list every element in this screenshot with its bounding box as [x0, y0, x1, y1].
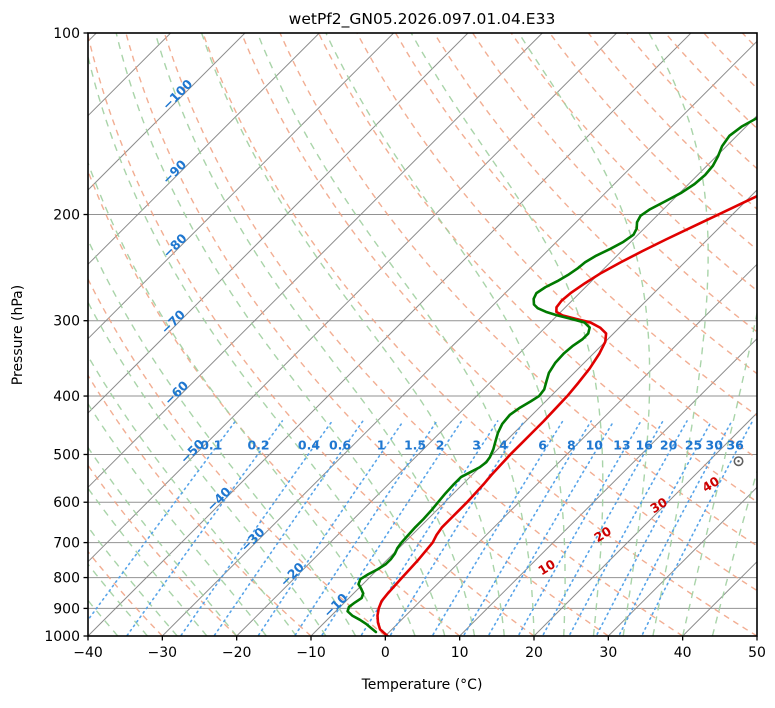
x-tick-label: 10 [451, 645, 469, 661]
mixing-ratio-label: 6 [538, 437, 547, 452]
y-tick-label: 600 [53, 495, 80, 511]
markers [733, 456, 744, 467]
y-tick-label: 700 [53, 536, 80, 552]
mixing-ratio-label: 2 [436, 437, 445, 452]
mixing-ratio-label: 8 [567, 437, 576, 452]
x-tick-label: −20 [222, 645, 252, 661]
x-tick-label: 50 [748, 645, 766, 661]
y-tick-label: 200 [53, 208, 80, 224]
axis-ticks: −40 −30 −20 −10 0 10 20 30 40 50 1000 900 800 700 600 5… [44, 26, 766, 661]
y-tick-label: 1000 [44, 629, 80, 645]
mixing-ratio-label: 0.2 [247, 437, 269, 452]
lcl-marker [733, 456, 744, 467]
sounding-dewpoint-curve [346, 116, 757, 634]
y-tick-label: 400 [53, 389, 80, 405]
x-tick-label: 40 [674, 645, 692, 661]
mixing-ratio-label: 16 [635, 437, 653, 452]
mixing-ratio-label: 3 [472, 437, 481, 452]
chart-title: wetPf2_GN05.2026.097.01.04.E33 [289, 10, 556, 29]
mixing-ratio-label: 4 [499, 437, 508, 452]
sounding-curves [346, 116, 757, 636]
mixing-ratio-label: 0.1 [200, 437, 222, 452]
x-tick-label: −10 [296, 645, 326, 661]
plot-frame [87, 32, 758, 637]
x-tick-label: 0 [381, 645, 390, 661]
y-tick-label: 900 [53, 601, 80, 617]
mixing-ratio-label: 30 [706, 437, 724, 452]
y-axis-label: Pressure (hPa) [10, 285, 26, 385]
mixing-ratio-label: 20 [660, 437, 678, 452]
grid-lines [88, 33, 757, 636]
mixing-ratio-label: 1.5 [404, 437, 426, 452]
mixing-ratio-label: 10 [586, 437, 604, 452]
mixing-ratio-label: 1 [377, 437, 386, 452]
mixing-ratio-label: 0.4 [298, 437, 320, 452]
y-tick-label: 500 [53, 447, 80, 463]
y-tick-label: 800 [53, 571, 80, 587]
mixing-ratio-label: 13 [613, 437, 630, 452]
lcl-marker-dot [737, 460, 740, 463]
sounding-temperature-curve [376, 194, 757, 636]
mixing-ratio-label: 0.6 [329, 437, 351, 452]
x-tick-label: 30 [599, 645, 617, 661]
y-tick-label: 300 [53, 314, 80, 330]
x-tick-label: −40 [73, 645, 103, 661]
x-tick-label: 20 [525, 645, 543, 661]
y-tick-label: 100 [53, 26, 80, 42]
x-axis-label: Temperature (°C) [361, 677, 483, 693]
mixing-ratio-label: 25 [685, 437, 702, 452]
x-tick-label: −30 [148, 645, 178, 661]
mixing-ratio-label: 36 [726, 437, 744, 452]
